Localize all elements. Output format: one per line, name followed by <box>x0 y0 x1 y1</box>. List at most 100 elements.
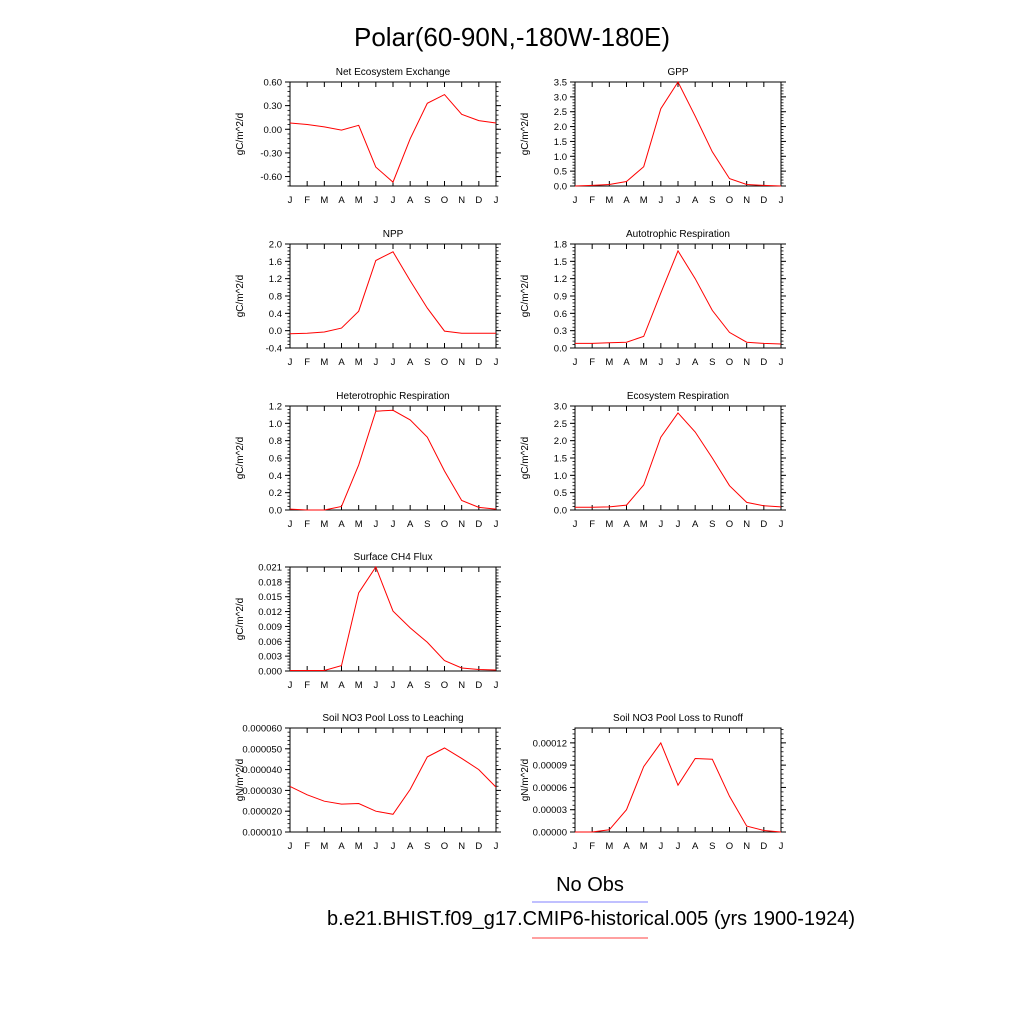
x-tick-label: N <box>458 195 465 206</box>
series-line <box>289 251 496 335</box>
y-axis-label: gN/m^2/d <box>520 759 531 802</box>
x-tick-label: F <box>304 841 310 852</box>
y-tick-label: -0.60 <box>260 172 282 183</box>
x-tick-label: O <box>441 841 448 852</box>
y-tick-label: 0.006 <box>258 637 282 648</box>
x-tick-label: D <box>475 357 482 368</box>
x-tick-label: J <box>494 680 499 691</box>
y-tick-label: 0.30 <box>264 101 283 112</box>
x-tick-label: J <box>779 841 784 852</box>
x-tick-label: O <box>726 357 733 368</box>
y-tick-label: 0.5 <box>554 488 567 499</box>
x-tick-label: F <box>589 357 595 368</box>
y-tick-label: 0.0 <box>554 506 567 517</box>
y-tick-label: 0.00009 <box>533 761 567 772</box>
y-tick-label: 0.00000 <box>533 828 567 839</box>
y-tick-label: 0.4 <box>269 471 282 482</box>
y-tick-label: -0.4 <box>266 344 282 355</box>
series-line <box>575 249 782 345</box>
x-tick-label: F <box>589 841 595 852</box>
x-tick-label: J <box>573 357 578 368</box>
series-line <box>575 741 782 833</box>
y-tick-label: 2.0 <box>269 240 282 251</box>
x-tick-label: M <box>320 680 328 691</box>
x-tick-label: M <box>640 195 648 206</box>
x-tick-label: A <box>407 841 414 852</box>
y-tick-label: 0.018 <box>258 577 282 588</box>
x-tick-label: J <box>391 195 396 206</box>
x-tick-label: J <box>288 357 293 368</box>
y-tick-label: 0.000 <box>258 667 282 678</box>
x-tick-label: N <box>743 519 750 530</box>
x-tick-label: A <box>623 195 630 206</box>
y-tick-label: 0.000060 <box>242 724 282 735</box>
x-tick-label: A <box>407 519 414 530</box>
x-tick-label: J <box>779 195 784 206</box>
x-tick-label: M <box>605 195 613 206</box>
x-tick-label: J <box>373 680 378 691</box>
series-line <box>289 409 497 511</box>
x-tick-label: J <box>658 357 663 368</box>
x-tick-label: M <box>320 519 328 530</box>
x-tick-label: M <box>640 841 648 852</box>
y-tick-label: 0.0 <box>269 326 282 337</box>
y-tick-label: 1.2 <box>269 402 282 413</box>
x-tick-label: J <box>779 519 784 530</box>
y-axis-label: gC/m^2/d <box>235 113 246 156</box>
y-tick-label: 0.00012 <box>533 738 567 749</box>
y-tick-label: 1.6 <box>269 257 282 268</box>
y-tick-label: 0.0 <box>554 344 567 355</box>
x-tick-label: O <box>726 195 733 206</box>
plot-frame <box>289 81 497 187</box>
y-tick-label: 3.0 <box>554 402 567 413</box>
x-tick-label: D <box>760 357 767 368</box>
x-tick-label: O <box>441 519 448 530</box>
x-tick-label: J <box>573 519 578 530</box>
legend-label-model: b.e21.BHIST.f09_g17.CMIP6-historical.005… <box>327 908 855 930</box>
y-tick-label: 0.0 <box>269 506 282 517</box>
y-tick-label: 1.0 <box>554 152 567 163</box>
panel-title: Heterotrophic Respiration <box>336 391 449 402</box>
y-tick-label: 0.003 <box>258 652 282 663</box>
x-tick-label: D <box>475 841 482 852</box>
y-tick-label: 0.8 <box>269 292 282 303</box>
y-axis-label: gC/m^2/d <box>235 598 246 641</box>
x-tick-label: J <box>373 195 378 206</box>
y-tick-label: 1.0 <box>554 471 567 482</box>
x-tick-label: O <box>441 195 448 206</box>
x-tick-label: A <box>692 195 699 206</box>
series-line <box>290 565 497 671</box>
x-tick-label: M <box>320 195 328 206</box>
x-tick-label: N <box>743 841 750 852</box>
x-tick-label: A <box>407 680 414 691</box>
y-axis-label: gC/m^2/d <box>235 437 246 480</box>
x-tick-label: S <box>424 519 430 530</box>
x-tick-label: J <box>676 519 681 530</box>
x-tick-label: F <box>304 680 310 691</box>
x-tick-label: M <box>320 841 328 852</box>
x-tick-label: N <box>458 841 465 852</box>
y-tick-label: 2.0 <box>554 122 567 133</box>
x-tick-label: O <box>441 680 448 691</box>
x-tick-label: J <box>676 357 681 368</box>
x-tick-label: A <box>623 841 630 852</box>
y-axis-label: gC/m^2/d <box>520 437 531 480</box>
y-tick-label: 0.6 <box>269 454 282 465</box>
plot-frame <box>574 727 782 833</box>
x-tick-label: S <box>709 519 715 530</box>
x-tick-label: M <box>640 357 648 368</box>
panel-title: Net Ecosystem Exchange <box>336 67 451 78</box>
x-tick-label: A <box>407 357 414 368</box>
y-axis-label: gN/m^2/d <box>235 759 246 802</box>
x-tick-label: S <box>424 357 430 368</box>
x-tick-label: J <box>288 519 293 530</box>
y-axis-label: gC/m^2/d <box>235 275 246 318</box>
x-tick-label: M <box>605 357 613 368</box>
